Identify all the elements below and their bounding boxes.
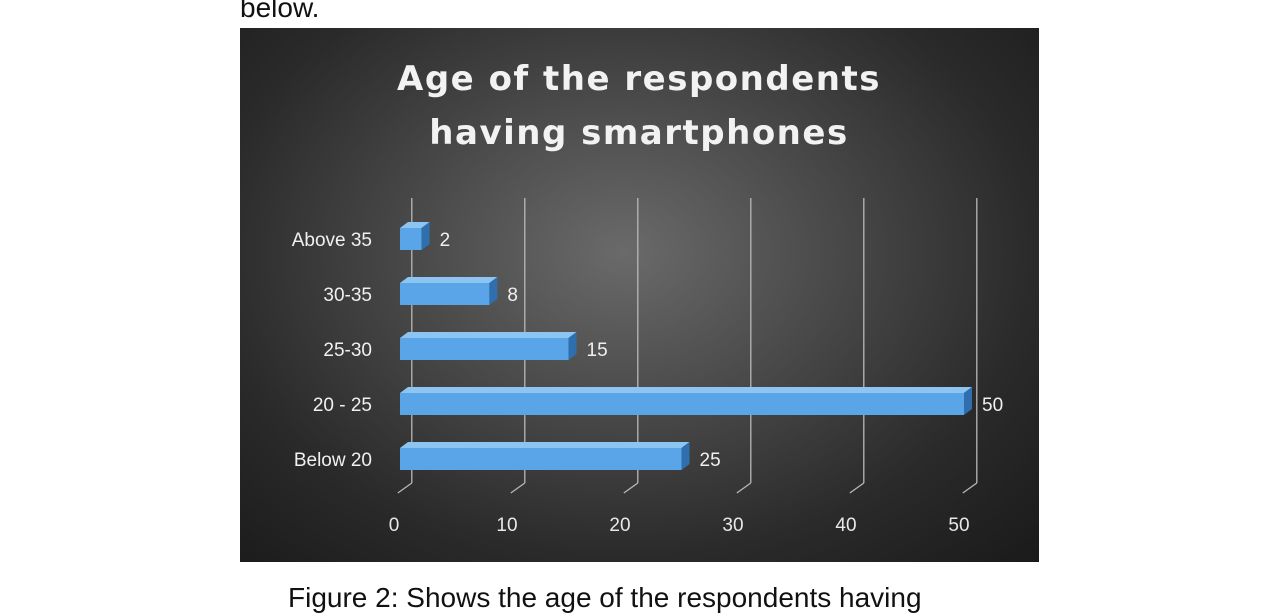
bar-front <box>400 338 569 360</box>
category-labels: Below 20 20 - 25 25-30 30-35 Above 35 <box>292 230 372 471</box>
data-label: 8 <box>507 285 518 306</box>
bar-Below20 <box>400 442 690 470</box>
figure-caption: Figure 2: Shows the age of the responden… <box>288 582 922 613</box>
bar-chart: Age of the respondents having smartphones… <box>292 59 1004 536</box>
x-tick-label: 40 <box>835 515 856 536</box>
bar-top <box>400 387 972 393</box>
x-tick-label: 20 <box>609 515 630 536</box>
category-label: Above 35 <box>292 230 372 251</box>
gridline-floor-50 <box>962 482 978 494</box>
bar-side <box>421 222 430 250</box>
bar-top <box>400 277 498 283</box>
bar-chart-panel: Age of the respondents having smartphones… <box>240 28 1039 562</box>
category-label: Below 20 <box>294 450 372 471</box>
bars <box>400 222 972 470</box>
data-label: 50 <box>982 395 1003 416</box>
bar-side <box>568 332 577 360</box>
x-tick-label: 30 <box>722 515 743 536</box>
gridline-floor-30 <box>736 482 752 494</box>
chart-title-line-2: having smartphones <box>429 113 848 153</box>
bar-side <box>964 387 972 415</box>
bar-Above35 <box>400 222 430 250</box>
x-tick-label: 50 <box>948 515 969 536</box>
data-label: 25 <box>700 450 721 471</box>
gridline-floor-10 <box>510 482 526 494</box>
x-tick-label: 0 <box>389 515 400 536</box>
bar-top <box>400 332 577 338</box>
preceding-text: below. <box>240 0 320 23</box>
chart-title: Age of the respondents having smartphones <box>397 59 881 153</box>
x-tick-label: 10 <box>496 515 517 536</box>
gridline-floor-0 <box>397 482 413 494</box>
bar-top <box>400 442 690 448</box>
x-axis-ticks: 0 10 20 30 40 50 <box>389 515 970 536</box>
bar-side <box>681 442 690 470</box>
data-labels: 25 50 15 8 2 <box>440 230 1004 471</box>
bar-25-30 <box>400 332 577 360</box>
data-label: 15 <box>587 340 608 361</box>
bar-30-35 <box>400 277 498 305</box>
category-label: 20 - 25 <box>313 395 372 416</box>
bar-front <box>400 393 964 415</box>
gridlines <box>397 198 978 494</box>
category-label: 25-30 <box>323 340 372 361</box>
category-label: 30-35 <box>323 285 372 306</box>
bar-20-25 <box>400 387 972 415</box>
gridline-floor-20 <box>623 482 639 494</box>
bar-front <box>400 228 422 250</box>
bar-top <box>400 222 430 228</box>
bar-front <box>400 448 682 470</box>
chart-title-line-1: Age of the respondents <box>397 59 881 99</box>
data-label: 2 <box>440 230 451 251</box>
bar-side <box>489 277 498 305</box>
gridline-floor-40 <box>849 482 865 494</box>
bar-front <box>400 283 490 305</box>
